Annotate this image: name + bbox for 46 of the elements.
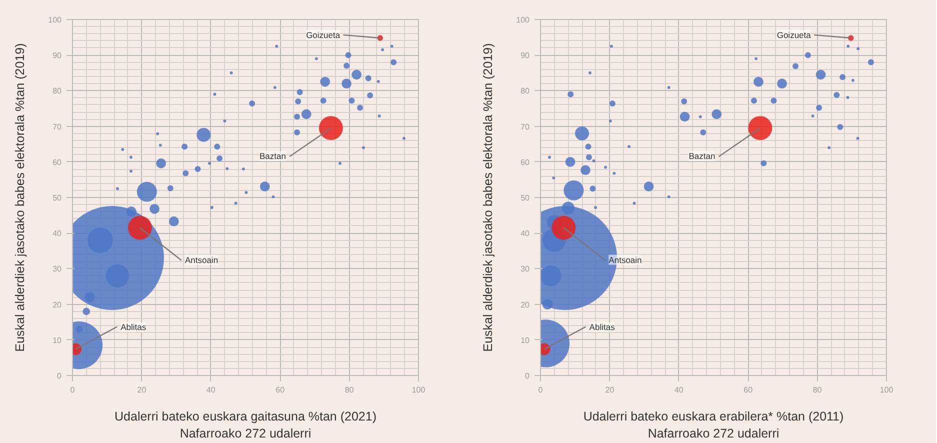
annotation: Baztan [688,151,716,162]
y-tick-label: 10 [52,336,62,345]
y-tick-label: 20 [52,300,62,310]
x-tick-label: 20 [605,386,615,394]
y-tick-label: 60 [52,158,62,167]
y-tick-label: 70 [52,122,62,132]
y-tick-label: 30 [520,264,530,274]
x-tick-label: 40 [674,386,684,394]
annotation: Baztan [260,151,286,162]
y-tick-label: 70 [520,122,530,132]
y-tick-label: 50 [52,194,62,202]
x-tick-label: 60 [744,386,754,394]
x-tick-label: 100 [880,386,894,394]
annotation: Ablitas [120,322,146,332]
x-tick-label: 20 [137,386,147,394]
annotation: Antsoain [608,254,642,265]
x-tick-label: 60 [276,386,286,394]
y-tick-label: 30 [52,264,62,274]
y-tick-label: 20 [520,300,530,310]
y-tick-label: 60 [520,158,530,167]
y-tick-label: 80 [52,86,62,96]
x-axis-title: Udalerri bateko euskara erabilera* %tan (2011) Nafarroako 272 udalerri [583,410,844,440]
y-tick-label: 40 [520,229,530,238]
x-tick-label: 80 [812,386,822,394]
y-tick-label: 100 [48,16,62,24]
y-tick-label: 10 [520,336,530,345]
x-tick-label: 40 [206,386,216,394]
x-tick-label: 0 [70,386,76,394]
y-tick-label: 0 [525,372,530,380]
x-axis-title: Udalerri bateko euskara gaitasuna %tan (2021) Nafarroako 272 udalerri [114,410,376,440]
x-tick-label: 80 [344,386,354,394]
annotation: Goizueta [776,30,812,40]
y-tick-label: 80 [520,86,530,96]
y-tick-label: 90 [520,51,530,60]
y-axis-title: Euskal alderdiek jasotako babes elektorala %tan (2019) [13,43,28,352]
y-tick-label: 0 [57,372,62,380]
y-tick-label: 90 [52,51,62,60]
annotation: Antsoain [184,254,218,265]
x-tick-label: 0 [538,386,544,394]
y-tick-label: 100 [516,16,530,24]
y-tick-label: 50 [520,194,530,202]
annotation: Goizueta [306,30,340,40]
y-axis-title: Euskal alderdiek jasotako babes elektorala %tan (2019) [481,43,496,352]
annotation: Ablitas [589,322,615,332]
x-tick-label: 100 [412,386,426,394]
y-tick-label: 40 [52,229,62,238]
